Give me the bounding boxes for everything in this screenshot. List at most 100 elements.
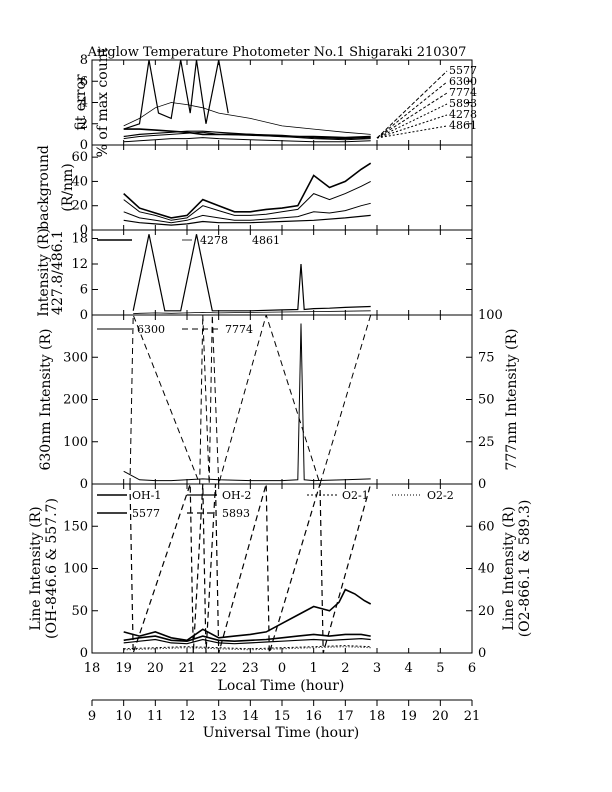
universal-time-tick-label: 18 [369, 709, 386, 724]
series-line-6300 [123, 323, 371, 482]
series-line-5577 [123, 128, 371, 139]
y-tick-label: 300 [63, 350, 88, 365]
legend-label-6300: 6300 [449, 75, 477, 88]
legend-label-OH-2: OH-2 [222, 489, 251, 502]
series-line-4278 [132, 234, 371, 312]
legend-label-OH-1: OH-1 [132, 489, 161, 502]
universal-time-tick-label: 14 [242, 709, 259, 724]
y-axis-title: background [36, 145, 52, 230]
universal-time-tick-label: 17 [337, 709, 354, 724]
local-time-tick-label: 3 [373, 661, 381, 676]
series-line-5893 [123, 130, 371, 140]
y-tick-label: 2 [80, 117, 88, 132]
y-axis-title: 427.8/486.1 [50, 230, 66, 315]
y-tick-label-right: 75 [478, 350, 495, 365]
local-time-tick-label: 6 [468, 661, 476, 676]
y-tick-label: 0 [80, 646, 88, 661]
legend-label-5893: 5893 [222, 507, 250, 520]
y-tick-label: 50 [71, 604, 88, 619]
local-time-tick-label: 23 [242, 661, 259, 676]
panel-fit-error: 0 2 4 6 8 fit error % of max count 557763007774… [73, 47, 477, 157]
legend-leader-4278 [376, 114, 448, 139]
series-line-4278 [123, 214, 371, 226]
legend-label-4278: 4278 [200, 234, 228, 247]
y-tick-label-right: 20 [478, 604, 495, 619]
local-time-tick-label: 0 [278, 661, 286, 676]
local-time-axis-title: Local Time (hour) [218, 678, 345, 694]
y-tick-label-right: 50 [478, 393, 495, 408]
universal-time-tick-label: 21 [464, 709, 481, 724]
y-axis-title: Intensity (R) [36, 228, 52, 317]
y-tick-label: 200 [63, 393, 88, 408]
series-line-OH-1 [123, 633, 371, 643]
series-line-6300 [123, 180, 371, 221]
series-group [123, 315, 372, 484]
y-tick-label-right: 100 [478, 308, 503, 323]
series-group [123, 484, 372, 653]
series-line-7774 [129, 315, 372, 484]
y-axis-title: (R/nm) [60, 163, 76, 211]
y-axis-title-right: Line Intensity (R) [501, 506, 517, 630]
universal-time-tick-label: 19 [400, 709, 417, 724]
series-line-7774 [123, 131, 371, 141]
universal-time-tick-label: 11 [147, 709, 164, 724]
y-tick-label: 0 [80, 138, 88, 153]
y-tick-label-right: 60 [478, 519, 495, 534]
legend-label-7774: 7774 [449, 86, 477, 99]
panel-frame [91, 314, 473, 485]
series-group [132, 234, 371, 315]
series-line-7774 [123, 202, 371, 224]
y-axis-title-right: 777nm Intensity (R) [504, 328, 520, 470]
y-axis-title-right: (O2-866.1 & 589.3) [517, 500, 533, 638]
legend-leader-5577 [376, 70, 448, 139]
series-line-6300 [123, 137, 371, 143]
panel-frame [91, 59, 473, 146]
series-line-O2-2 [123, 646, 371, 651]
y-tick-label: 18 [71, 232, 88, 247]
series-line-4278 [123, 60, 229, 130]
universal-time-tick-label: 16 [305, 709, 322, 724]
universal-time-tick-label: 20 [432, 709, 449, 724]
y-tick-label: 6 [80, 283, 88, 298]
series-line-5577 [123, 588, 372, 642]
series-group [123, 162, 372, 226]
universal-time-tick-label: 10 [115, 709, 132, 724]
legend-leader-6300 [376, 81, 448, 139]
y-tick-label: 100 [63, 562, 88, 577]
series-line-4861 [123, 102, 371, 135]
legend-label-7774: 7774 [225, 323, 253, 336]
y-tick-label: 0 [80, 477, 88, 492]
series-line-5577 [123, 162, 372, 219]
local-time-tick-label: 5 [436, 661, 444, 676]
universal-time-axis-title: Universal Time (hour) [203, 725, 360, 741]
local-time-tick-label: 4 [405, 661, 413, 676]
y-tick-label-right: 0 [478, 646, 486, 661]
legend-label-O2-2: O2-2 [427, 489, 454, 502]
local-time-tick-label: 20 [147, 661, 164, 676]
series-line-4861 [133, 310, 371, 315]
local-time-tick-label: 19 [115, 661, 132, 676]
panel-frame [91, 144, 473, 231]
chart-title: Airglow Temperature Photometer No.1 Shig… [87, 45, 467, 60]
legend-label-5893: 5893 [449, 97, 477, 110]
panel-oi-red-ir-intensity: 0 100 200 300 0 25 50 75 100 630nm Intensity (R) 7… [38, 308, 520, 492]
y-tick-label: 100 [63, 435, 88, 450]
local-time-tick-label: 22 [210, 661, 227, 676]
local-time-tick-label: 1 [310, 661, 318, 676]
local-time-tick-label: 21 [179, 661, 196, 676]
series-line-OH-2 [123, 637, 371, 645]
legend-label-4278: 4278 [449, 108, 477, 121]
legend-label-5577: 5577 [132, 507, 160, 520]
series-line-5893 [129, 484, 372, 653]
y-tick-label: 6 [80, 74, 88, 89]
y-axis-title: (OH-846.6 & 557.7) [44, 498, 60, 639]
panel-background: 0 20 40 60 background (R/nm) [36, 144, 473, 238]
local-time-tick-label: 2 [341, 661, 349, 676]
y-tick-label-right: 40 [478, 562, 495, 577]
legend-label-4861: 4861 [252, 234, 280, 247]
legend-label-4861: 4861 [449, 119, 477, 132]
